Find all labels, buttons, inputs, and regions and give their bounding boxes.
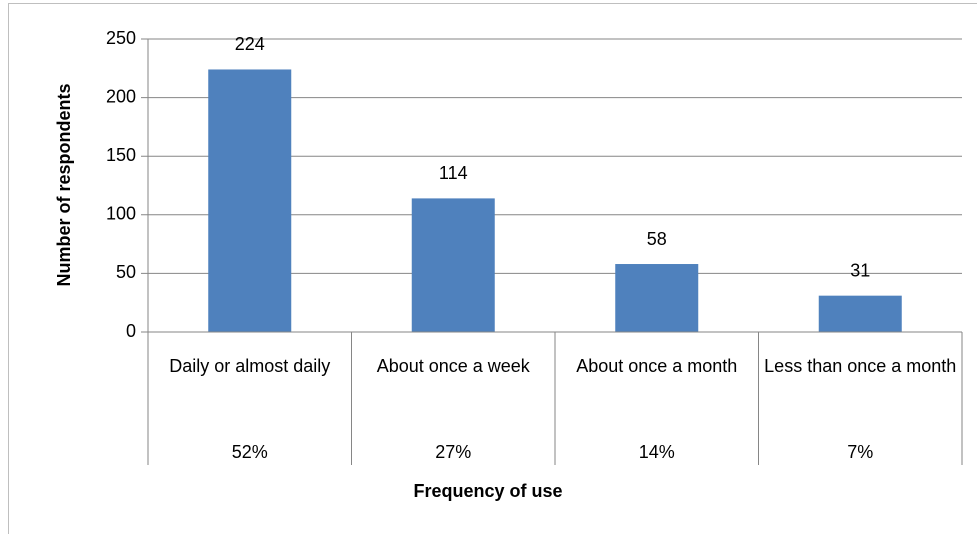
- x-subcategory-label: 52%: [232, 442, 268, 462]
- x-subcategory-label: 27%: [435, 442, 471, 462]
- x-subcategory-label: 7%: [847, 442, 873, 462]
- y-tick-label: 100: [106, 204, 136, 224]
- data-label: 224: [235, 34, 265, 54]
- x-tick-label: Less than once a month: [764, 356, 957, 376]
- bar: [411, 198, 495, 332]
- bar: [208, 69, 292, 333]
- data-label: 58: [647, 229, 667, 249]
- x-tick-label: Daily or almost daily: [169, 356, 331, 376]
- data-label: 31: [850, 260, 870, 280]
- y-axis-title: Number of respondents: [54, 83, 74, 286]
- x-tick-label-box: Less than once a month: [764, 356, 957, 376]
- data-label: 114: [439, 163, 468, 183]
- x-tick-label-box: About once a week: [376, 356, 530, 376]
- bar: [818, 295, 902, 332]
- x-tick-label: About once a week: [376, 356, 530, 376]
- y-tick-label: 0: [126, 321, 136, 341]
- y-tick-label: 250: [106, 28, 136, 48]
- y-tick-label: 150: [106, 145, 136, 165]
- bar: [615, 264, 699, 332]
- x-axis-title: Frequency of use: [413, 481, 562, 501]
- x-tick-label: About once a month: [576, 356, 738, 376]
- x-subcategory-label: 14%: [639, 442, 675, 462]
- x-tick-label-box: About once a month: [576, 356, 738, 376]
- x-tick-label-box: Daily or almost daily: [169, 356, 331, 376]
- y-tick-label: 200: [106, 86, 136, 106]
- y-tick-label: 50: [116, 262, 136, 282]
